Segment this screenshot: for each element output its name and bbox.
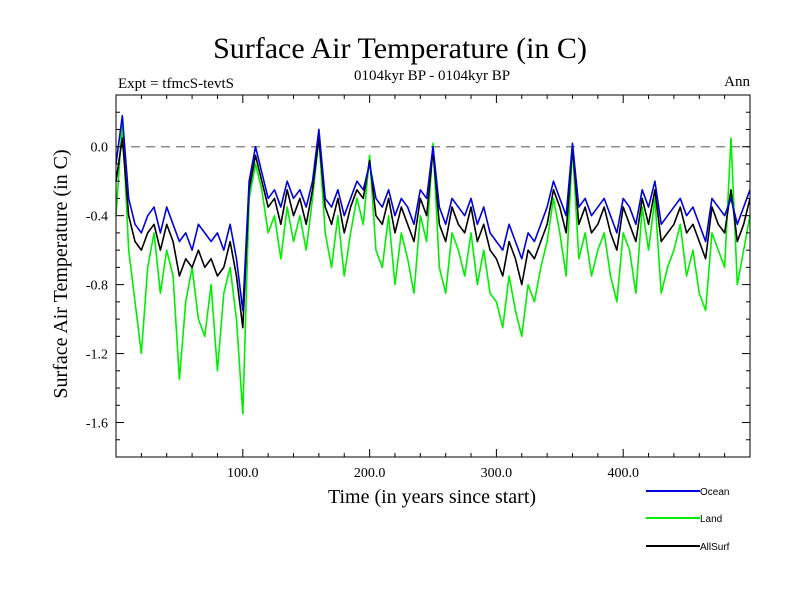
legend-item-allsurf: AllSurf [646,542,730,553]
y-tick-label: -1.6 [86,417,108,432]
tick-layer: 100.0 200.0 300.0 400.0 0.0 -0.4 -0.8 -1.2 -1.6 [86,95,750,481]
legend-label-allsurf: AllSurf [700,542,730,553]
legend: Ocean Land AllSurf [646,487,730,553]
legend-item-ocean: Ocean [646,487,729,498]
legend-label-land: Land [700,514,722,525]
series-line-land [115,120,751,415]
series-layer [115,114,751,415]
legend-item-land: Land [646,514,722,525]
chart-title: Surface Air Temperature (in C) [213,32,587,65]
x-tick-label: 400.0 [607,466,639,481]
season-label: Ann [724,74,750,90]
plot-frame [115,94,751,458]
experiment-label: Expt = tfmcS-tevtS [118,76,234,92]
y-tick-label: -1.2 [86,348,108,363]
series-line-allsurf [115,137,751,329]
chart-subtitle: 0104kyr BP - 0104kyr BP [354,68,510,84]
x-tick-label: 300.0 [481,466,513,481]
y-tick-label: -0.4 [86,210,108,225]
series-line-ocean [115,114,751,312]
x-axis-label: Time (in years since start) [328,486,536,508]
legend-label-ocean: Ocean [700,487,729,498]
y-axis-label: Surface Air Temperature (in C) [50,149,72,398]
y-tick-label: -0.8 [86,279,108,294]
x-tick-label: 100.0 [227,466,259,481]
y-tick-label: 0.0 [91,141,109,156]
x-tick-label: 200.0 [354,466,386,481]
